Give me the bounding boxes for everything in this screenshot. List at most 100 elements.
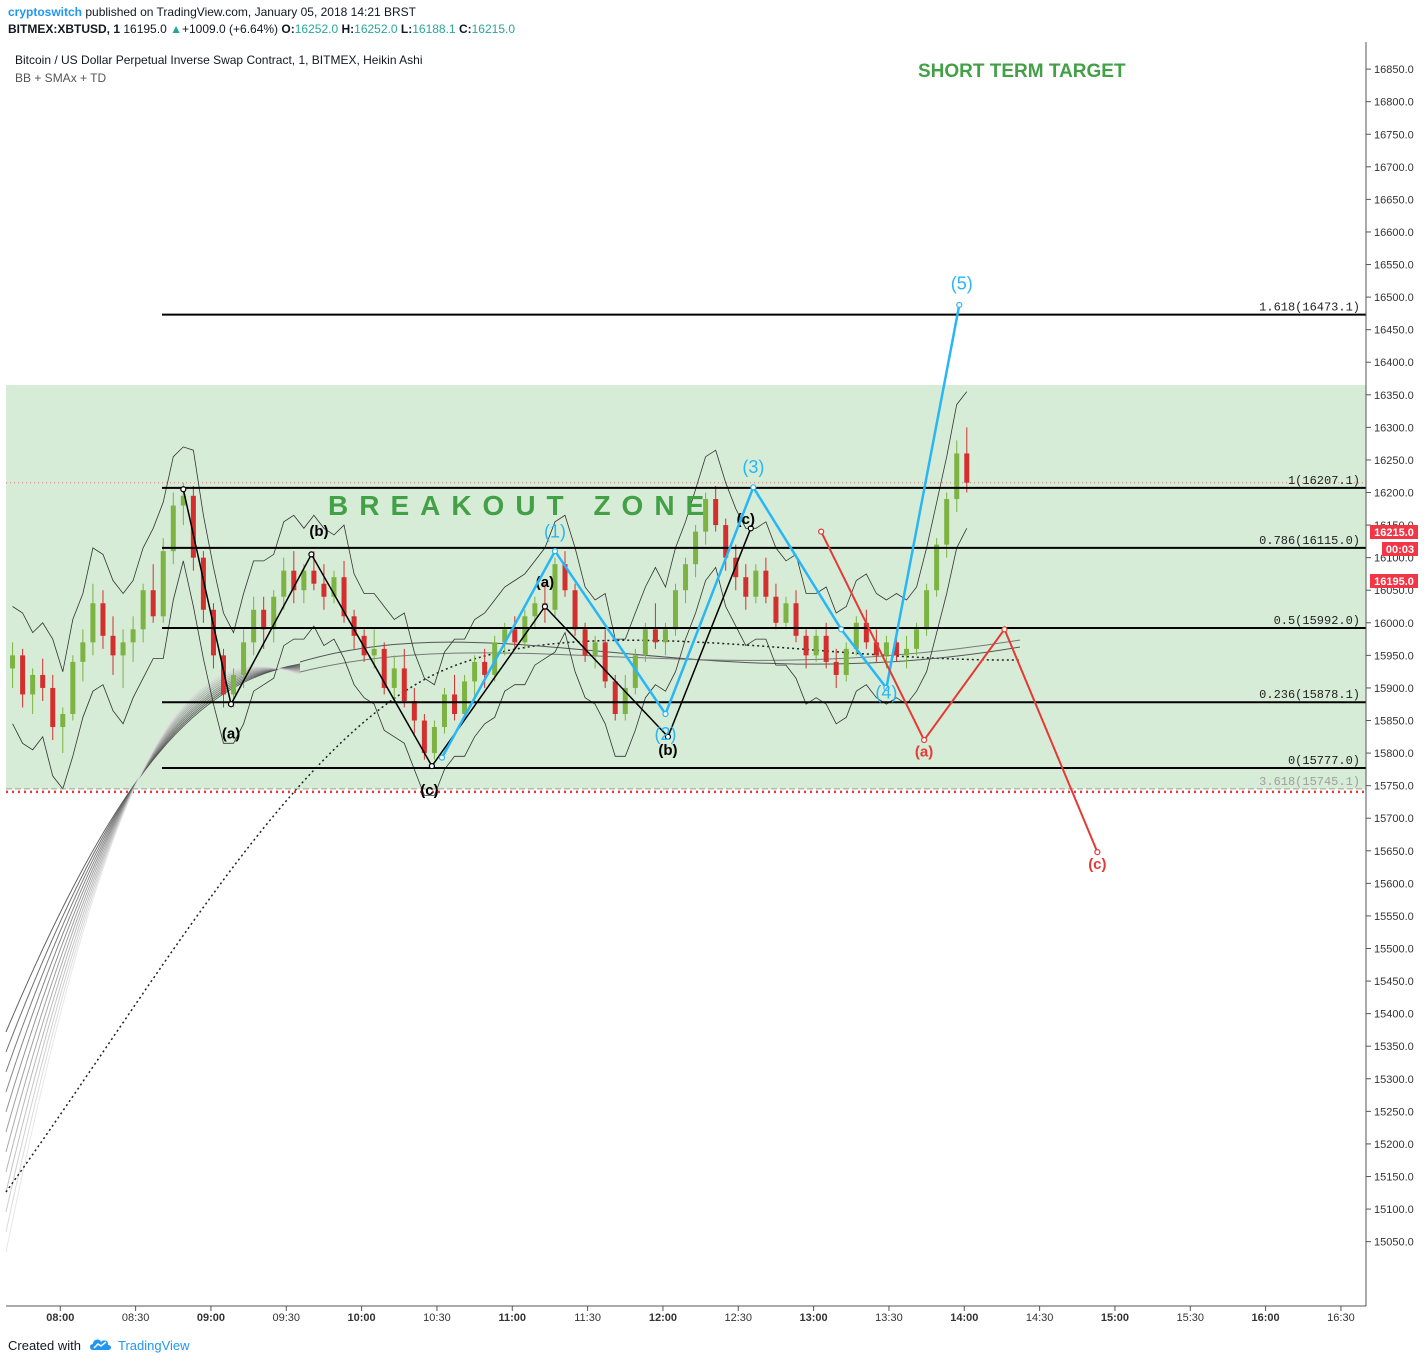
candle-body <box>441 694 447 728</box>
candle-body <box>873 642 879 656</box>
wave-red-line <box>820 531 1099 853</box>
candle-body <box>522 616 528 643</box>
wave-red-point <box>818 528 825 535</box>
low-value: 16188.1 <box>412 22 456 36</box>
time-tick-label: 13:30 <box>875 1312 903 1324</box>
fib-level-label: 3.618(15745.1) <box>1259 775 1360 789</box>
candle-body <box>50 687 56 728</box>
time-tick-label: 14:00 <box>950 1312 978 1324</box>
fib-levels-layer: 2.618(16904.0)1.618(16473.1)1(16207.1)0.… <box>6 301 1366 790</box>
wave-red-point <box>920 736 928 744</box>
candle-body <box>883 642 889 656</box>
price-tick-label: 16500.0 <box>1374 292 1414 304</box>
countdown-badge <box>1382 542 1418 556</box>
price-tick-label: 16050.0 <box>1374 585 1414 597</box>
published-text: published on TradingView.com, January 05… <box>85 5 417 19</box>
moving-average-line <box>5 663 301 1033</box>
moving-average-line <box>5 666 301 1233</box>
candle-body <box>472 661 478 682</box>
wave-blue-point <box>750 484 757 491</box>
price-tick-label: 15250.0 <box>1374 1106 1414 1118</box>
candle-body <box>452 694 458 714</box>
candle-body <box>170 505 176 552</box>
axes-layer: 16950.016900.016850.016800.016750.016700… <box>6 42 1426 1324</box>
candle-body <box>763 570 769 597</box>
wave-blue-point <box>838 626 845 633</box>
moving-average-line <box>5 667 301 1193</box>
price-axis-background <box>1366 42 1426 1306</box>
moving-average-line <box>5 668 301 1173</box>
indicator-legend[interactable]: BB + SMAx + TD <box>15 71 106 85</box>
candle-body <box>401 668 407 701</box>
candle-body <box>863 622 869 643</box>
publish-info: cryptoswitch published on TradingView.co… <box>8 5 416 19</box>
price-tick-label: 15350.0 <box>1374 1041 1414 1053</box>
candle-body <box>462 681 468 714</box>
fib-level-label: 0(15777.0) <box>1288 754 1360 768</box>
candle-body <box>823 635 829 662</box>
price-tick-label: 16900.0 <box>1374 42 1414 44</box>
change-up-icon: ▲ <box>170 22 182 36</box>
current-price-badge <box>1370 525 1418 539</box>
wave-blue-label: (1) <box>544 521 566 541</box>
candle-body <box>351 616 357 636</box>
fib-level-label: 0.786(16115.0) <box>1259 534 1360 548</box>
time-tick-label: 08:30 <box>122 1312 150 1324</box>
sma-cluster-line <box>299 641 1021 665</box>
candle-body <box>813 635 819 656</box>
wave-red-point <box>1094 848 1101 856</box>
candle-body <box>662 629 668 643</box>
author-link[interactable]: cryptoswitch <box>8 5 83 19</box>
candle-body <box>130 629 136 643</box>
candle-body <box>954 453 960 500</box>
candle-body <box>20 655 26 695</box>
price-tick-label: 15700.0 <box>1374 813 1414 825</box>
time-tick-label: 10:00 <box>348 1312 376 1324</box>
price-tick-label: 15100.0 <box>1374 1204 1414 1216</box>
price-tick-label: 16200.0 <box>1374 488 1414 500</box>
ohlc-line: BITMEX:XBTUSD, 1 16195.0 ▲+1009.0 (+6.64… <box>8 22 515 36</box>
wave-black-label: (b) <box>658 742 677 759</box>
chart-header: cryptoswitch published on TradingView.co… <box>0 0 1426 42</box>
candle-body <box>311 570 317 584</box>
wave-blue-point <box>883 684 890 692</box>
price-tick-label: 15800.0 <box>1374 748 1414 760</box>
moving-average-line <box>5 667 301 1113</box>
time-tick-label: 09:30 <box>273 1312 301 1324</box>
candle-body <box>602 642 608 682</box>
candle-body <box>753 570 759 597</box>
candle-body <box>30 674 36 695</box>
moving-average-line <box>5 665 301 1073</box>
change-value: +1009.0 (+6.64%) <box>181 22 279 36</box>
open-label: O: <box>281 22 295 36</box>
candle-body <box>914 629 920 649</box>
moving-average-line <box>5 666 301 1093</box>
price-chart[interactable]: 2.618(16904.0)1.618(16473.1)1(16207.1)0.… <box>0 42 1426 1330</box>
moving-average-line <box>5 664 301 1053</box>
wave-black-point <box>428 763 436 770</box>
candle-body <box>672 590 678 630</box>
symbol-label: BITMEX:XBTUSD, 1 <box>8 22 121 36</box>
candle-body <box>652 629 658 643</box>
candle-body <box>241 642 247 675</box>
candle-body <box>180 495 186 506</box>
candle-body <box>582 629 588 656</box>
candle-body <box>743 577 749 597</box>
candle-body <box>60 713 66 728</box>
tradingview-link[interactable]: TradingView <box>118 1338 190 1353</box>
price-tick-label: 16400.0 <box>1374 357 1414 369</box>
candle-body <box>90 603 96 643</box>
tradingview-cloud-icon <box>90 1339 111 1350</box>
time-tick-label: 14:30 <box>1026 1312 1054 1324</box>
price-tick-label: 15150.0 <box>1374 1171 1414 1183</box>
candle-body <box>40 674 46 688</box>
wave-blue-label: (5) <box>951 273 973 293</box>
candle-body <box>502 629 508 643</box>
price-tick-label: 15950.0 <box>1374 650 1414 662</box>
high-label: H: <box>341 22 355 36</box>
candle-body <box>964 453 970 483</box>
wave-blue-label: (2) <box>654 724 676 744</box>
price-tick-label: 16000.0 <box>1374 618 1414 630</box>
price-tick-label: 15650.0 <box>1374 846 1414 858</box>
candle-body <box>773 596 779 623</box>
